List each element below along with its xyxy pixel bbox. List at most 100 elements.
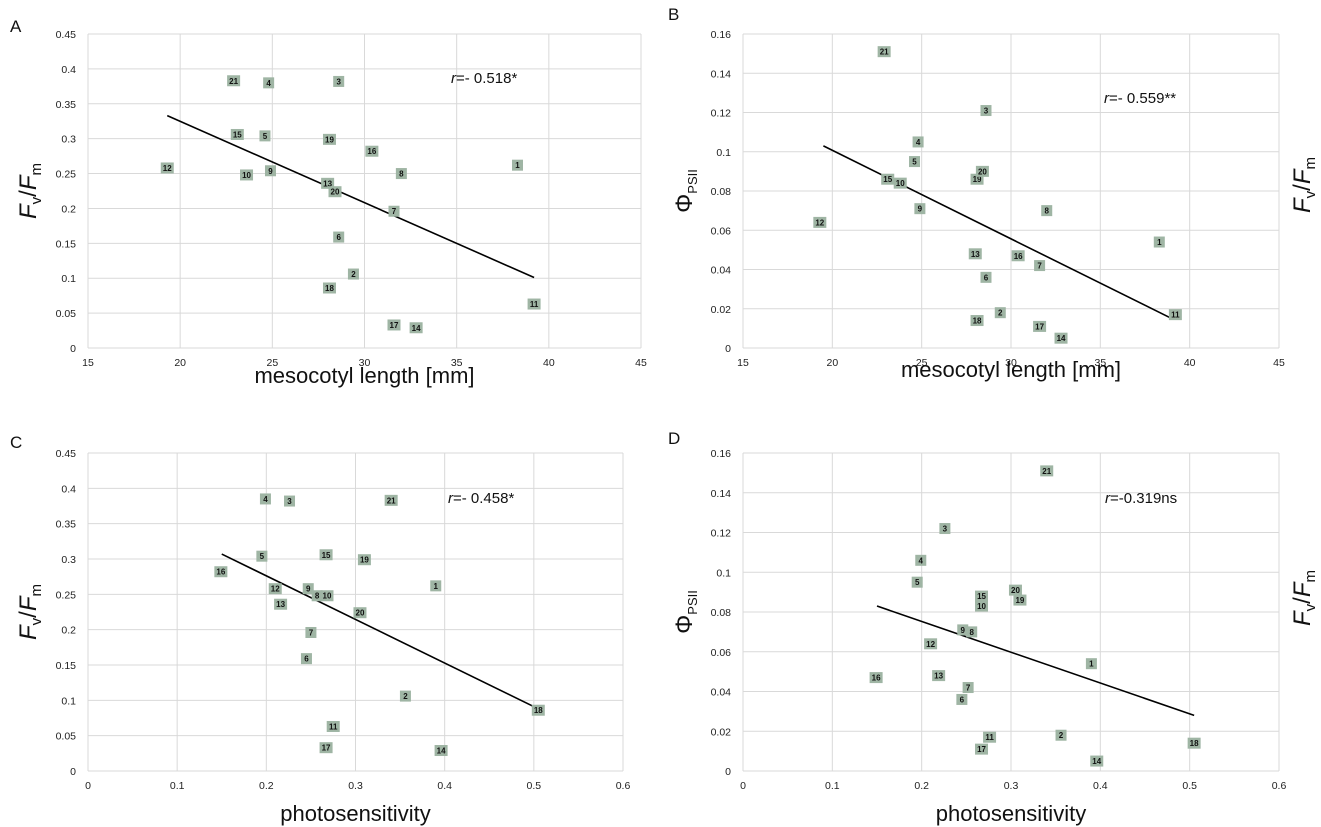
point-label: 19 [973,175,982,184]
point-label: 9 [918,205,923,214]
point-label: 21 [1042,467,1051,476]
y-tick-label: 0.04 [711,265,732,277]
point-label: 12 [926,640,935,649]
data-point-1: 1 [1085,658,1097,670]
point-marker [395,168,407,180]
data-point-6: 6 [300,653,312,665]
point-marker [962,682,974,694]
point-label: 14 [1092,757,1101,766]
point-marker [214,566,228,578]
point-label: 10 [242,171,251,180]
data-point-11: 11 [527,298,541,310]
y-tick-label: 0.05 [56,308,77,320]
data-point-17: 17 [387,319,401,331]
point-marker [284,495,296,507]
data-point-2: 2 [399,690,411,702]
point-label: 14 [437,747,446,756]
point-marker [939,523,951,535]
data-point-18: 18 [1187,737,1201,749]
point-marker [274,598,288,610]
y-tick-label: 0.16 [711,448,732,460]
point-marker [869,672,883,684]
data-point-20: 20 [353,607,367,619]
data-point-1: 1 [430,580,442,592]
point-marker [322,133,336,145]
data-point-14: 14 [1054,332,1068,344]
point-label: 4 [266,79,271,88]
y-tick-label: 0.3 [61,554,76,566]
data-point-3: 3 [939,523,951,535]
point-marker [877,46,891,58]
point-label: 19 [325,135,334,144]
point-marker [912,136,924,148]
point-label: 2 [403,692,408,701]
point-label: 6 [336,233,341,242]
point-label: 5 [263,132,268,141]
point-marker [957,624,969,636]
point-label: 2 [1059,731,1064,740]
x-tick-label: 15 [82,357,94,369]
x-tick-label: 20 [826,357,838,369]
point-marker [326,720,340,732]
point-label: 9 [306,585,311,594]
point-marker [365,145,379,157]
trendline [221,553,539,710]
panel-c: 00.050.10.150.20.250.30.350.40.450 0.1 0.2… [10,433,630,826]
x-tick-label: 0.6 [616,780,631,792]
data-point-13: 13 [968,248,982,260]
point-marker [975,600,989,612]
point-marker [531,704,545,716]
data-point-10: 10 [240,169,254,181]
y-tick-label: 0.06 [711,647,732,659]
point-label: 12 [271,585,280,594]
data-point-19: 19 [970,173,984,185]
x-tick-label: 20 [174,357,186,369]
x-axis-label: mesocotyl length [mm] [254,363,474,388]
point-marker [311,590,323,602]
point-marker [434,745,448,757]
data-point-1: 1 [1153,236,1165,248]
point-label: 4 [919,556,924,565]
data-point-12: 12 [813,216,827,228]
data-point-8: 8 [311,590,323,602]
point-label: 5 [912,158,917,167]
point-marker [1040,465,1054,477]
panel-letter: A [10,17,22,36]
data-point-15: 15 [230,128,244,140]
point-label: 6 [984,273,989,282]
point-marker [160,162,174,174]
data-point-5: 5 [259,130,271,142]
point-label: 1 [1089,660,1094,669]
data-point-7: 7 [962,682,974,694]
point-marker [387,319,401,331]
point-marker [321,177,335,189]
data-point-14: 14 [1090,755,1104,767]
data-point-4: 4 [263,77,275,89]
point-label: 2 [351,270,356,279]
data-point-20: 20 [975,165,989,177]
y-tick-label: 0.25 [56,589,77,601]
point-label: 4 [263,495,268,504]
y-tick-label: 0.14 [711,68,732,80]
data-point-21: 21 [877,46,891,58]
point-label: 9 [268,167,273,176]
y-tick-label: 0.45 [56,448,77,460]
point-label: 12 [815,218,824,227]
point-marker [328,186,342,198]
point-marker [1013,594,1027,606]
x-tick-label: 0 [740,780,746,792]
data-point-14: 14 [434,745,448,757]
point-label: 7 [1037,262,1042,271]
y-tick-label: 0.14 [711,488,732,500]
trendline [876,605,1195,717]
x-tick-label: 0.5 [527,780,542,792]
panel-letter: C [10,433,22,452]
point-label: 18 [325,284,334,293]
x-tick-label: 15 [737,357,749,369]
panel-letter: D [668,429,680,448]
point-label: 13 [971,250,980,259]
x-tick-label: 0.4 [1093,780,1108,792]
point-marker [430,580,442,592]
data-point-6: 6 [333,231,345,243]
data-point-1: 1 [511,159,523,171]
